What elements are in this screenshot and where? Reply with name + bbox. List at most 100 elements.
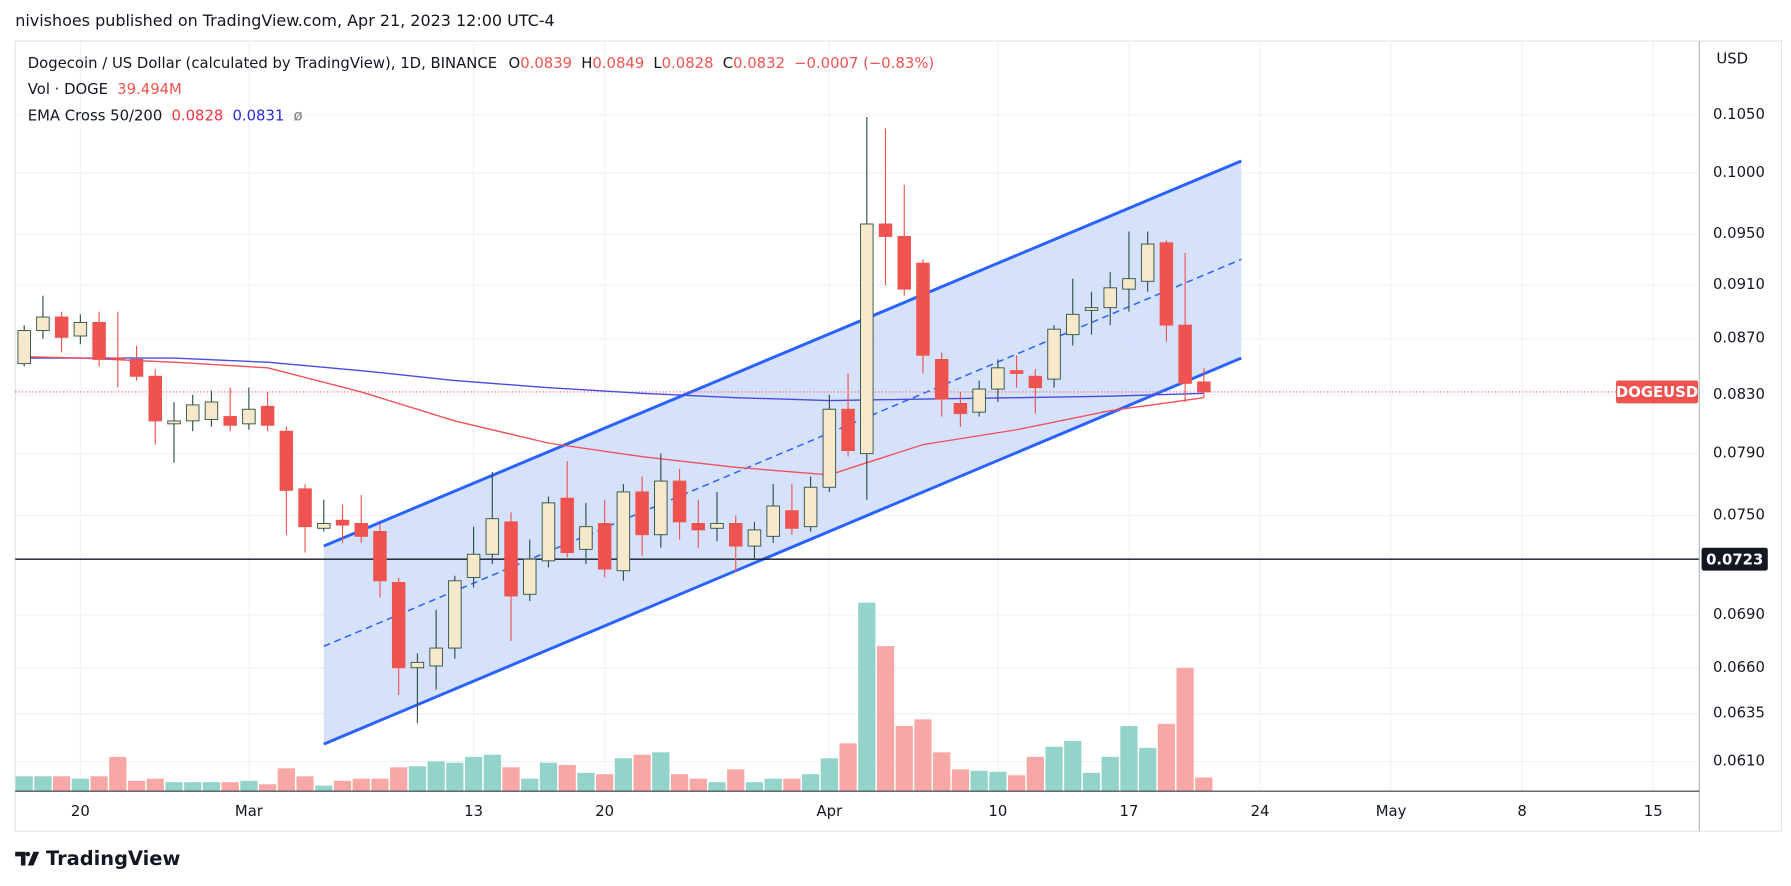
ema-legend-value: 0.0828	[171, 107, 223, 124]
candle-body	[803, 486, 818, 528]
change-value: −0.0007 (−0.83%)	[794, 55, 934, 72]
y-tick-label: 0.0950	[1713, 225, 1765, 242]
symbol-label: DOGEUSD	[1616, 384, 1698, 401]
candle-body	[317, 523, 331, 529]
volume-bar	[689, 778, 707, 792]
x-tick-label: Mar	[235, 803, 264, 820]
candle-body	[597, 523, 612, 570]
channel-fill	[323, 161, 1242, 745]
candle-body	[654, 480, 668, 536]
volume-bar	[708, 782, 726, 792]
publish-header: nivishoes published on TradingView.com, …	[15, 11, 555, 30]
candle-body	[391, 582, 406, 669]
candle-body	[260, 405, 275, 426]
x-tick-label: 17	[1120, 803, 1139, 820]
candle-body	[728, 523, 743, 547]
volume-bar	[577, 772, 595, 792]
volume-bar	[15, 776, 33, 792]
volume-bar	[1120, 725, 1138, 792]
candle-body	[747, 529, 762, 547]
candle-body	[523, 558, 537, 595]
volume-bar	[670, 774, 689, 792]
volume-bar	[165, 782, 183, 792]
candle-body	[167, 420, 181, 425]
volume-bar	[876, 646, 895, 792]
candle-body	[560, 497, 574, 554]
candle-body	[766, 505, 780, 537]
volume-bar	[633, 754, 651, 792]
candle-body	[972, 388, 986, 413]
volume-bar	[352, 778, 370, 792]
volume-bar	[783, 778, 801, 792]
volume-bar	[989, 771, 1007, 792]
volume-bar	[652, 752, 670, 792]
candle-body	[185, 404, 200, 422]
volume-legend-value: 39.494M	[117, 81, 182, 98]
brand-name: TradingView	[46, 847, 180, 870]
volume-bar	[221, 782, 239, 792]
volume-bar	[614, 758, 632, 792]
candle-body	[204, 401, 219, 420]
volume-bar	[34, 776, 52, 792]
volume-bar	[802, 774, 820, 792]
volume-bar	[933, 752, 951, 792]
volume-bar	[1176, 667, 1194, 792]
volume-bar	[951, 769, 970, 792]
candle-body	[579, 526, 593, 550]
y-tick-label: 0.0635	[1713, 705, 1765, 722]
volume-bar	[1195, 777, 1213, 792]
candle-body	[1009, 370, 1024, 374]
x-tick-label: 24	[1251, 803, 1270, 820]
y-tick-label: 0.0610	[1713, 753, 1765, 770]
candle-body	[223, 416, 237, 426]
candle-body	[429, 647, 443, 667]
x-tick-label: 10	[988, 803, 1007, 820]
volume-bar	[483, 754, 501, 792]
y-axis-label: USD	[1716, 50, 1748, 67]
candle-body	[1047, 328, 1061, 380]
y-tick-label: 0.0830	[1713, 386, 1765, 403]
x-tick-label: 15	[1644, 803, 1663, 820]
x-tick-label: 8	[1517, 803, 1526, 820]
volume-bar	[315, 785, 333, 792]
ohlc-label: C	[723, 55, 733, 72]
volume-bar	[539, 762, 558, 792]
volume-bar	[202, 782, 221, 792]
candle-body	[878, 223, 893, 237]
candle-body	[916, 262, 930, 356]
volume-bar	[296, 776, 314, 792]
ohlc-label: H	[581, 55, 592, 72]
volume-bar	[333, 780, 352, 792]
volume-bar	[1082, 772, 1101, 792]
candle-body	[466, 553, 481, 578]
candle-body	[242, 408, 256, 425]
volume-bar	[596, 774, 614, 792]
candle-body	[129, 358, 144, 377]
candle-body	[54, 316, 69, 338]
channel-lower	[323, 356, 1242, 746]
candle-body	[635, 491, 649, 536]
volume-bar	[390, 767, 408, 792]
volume-bar	[277, 768, 295, 792]
candle-body	[1084, 307, 1099, 311]
level-label-box	[1701, 547, 1768, 571]
ohlc-value: 0.0832	[733, 55, 785, 72]
volume-bar	[502, 767, 520, 792]
chart-frame	[14, 40, 1783, 832]
ohlc-label: L	[653, 55, 662, 72]
y-tick-label: 0.0690	[1713, 606, 1765, 623]
volume-bar	[464, 756, 483, 792]
volume-bar	[1045, 746, 1063, 792]
volume-bar	[446, 762, 464, 792]
candle-body	[1066, 313, 1080, 336]
candle-body	[279, 430, 294, 491]
candle-body	[448, 580, 462, 649]
candle-body	[410, 661, 425, 669]
candle-body	[934, 358, 949, 400]
candle-body	[148, 375, 163, 422]
volume-bar	[727, 769, 745, 792]
volume-bar	[1026, 756, 1044, 792]
candle-body	[860, 223, 874, 455]
candle-body	[92, 321, 106, 360]
candle-body	[785, 510, 799, 529]
